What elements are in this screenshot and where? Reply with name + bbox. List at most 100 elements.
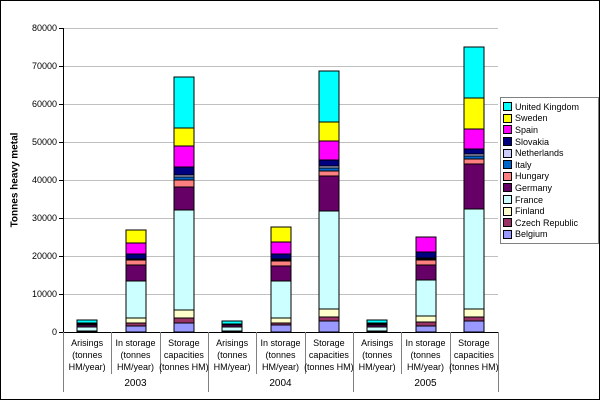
legend-label: Netherlands bbox=[515, 148, 564, 159]
bar-segment-france bbox=[125, 280, 147, 319]
bar-segment-sweden bbox=[463, 97, 485, 130]
category-label: In storage (tonnes HM/year) bbox=[401, 337, 451, 373]
bar-segment-united-kingdom bbox=[463, 46, 485, 99]
category-label: Storage capacities (tonnes HM) bbox=[449, 337, 499, 373]
year-group-label: 2004 bbox=[269, 378, 292, 389]
legend-item: France bbox=[503, 194, 598, 206]
y-tick-label: 30000 bbox=[31, 213, 57, 223]
category-label-line: (tonnes bbox=[410, 350, 441, 360]
bar-segment-spain bbox=[173, 145, 195, 168]
category-label-line: (tonnes bbox=[265, 350, 296, 360]
bar-segment-slovakia bbox=[463, 148, 485, 155]
legend-item: Sweden bbox=[503, 113, 598, 125]
bar-segment-germany bbox=[270, 265, 292, 282]
y-tick-label: 50000 bbox=[31, 137, 57, 147]
bar-segment-germany bbox=[415, 264, 437, 281]
bar-segment-finland bbox=[463, 308, 485, 318]
category-label-line: (tonnes HM) bbox=[304, 362, 354, 372]
category-label-line: (tonnes HM) bbox=[159, 362, 209, 372]
bar-segment-belgium bbox=[125, 325, 147, 333]
legend-swatch-icon bbox=[503, 160, 512, 170]
bar-segment-france bbox=[366, 326, 388, 332]
legend-swatch-icon bbox=[503, 183, 512, 193]
category-label-line: HM/year) bbox=[68, 362, 106, 372]
legend-swatch-icon bbox=[503, 195, 512, 205]
y-tick-label: 10000 bbox=[31, 289, 57, 299]
category-label-line: (tonnes bbox=[217, 350, 248, 360]
legend-label: Sweden bbox=[515, 113, 548, 124]
legend-swatch-icon bbox=[503, 171, 512, 181]
bar-segment-united-kingdom bbox=[173, 76, 195, 129]
bar-segment-hungary bbox=[318, 170, 340, 177]
bar-segment-slovakia bbox=[318, 159, 340, 167]
bar-segment-sweden bbox=[270, 226, 292, 243]
category-label-line: HM/year) bbox=[116, 362, 154, 372]
category-label-line: HM/year) bbox=[213, 362, 251, 372]
bar-segment-sweden bbox=[173, 127, 195, 147]
category-label-line: Arisings bbox=[216, 338, 249, 348]
y-tick-label: 0 bbox=[51, 327, 57, 337]
bar-segment-belgium bbox=[415, 325, 437, 333]
category-label-line: In storage bbox=[115, 338, 156, 348]
legend-label: Czech Republic bbox=[515, 217, 579, 228]
bar-segment-hungary bbox=[463, 158, 485, 165]
category-label-line: (tonnes bbox=[120, 350, 151, 360]
bar-segment-finland bbox=[318, 308, 340, 318]
year-group-label: 2005 bbox=[414, 378, 437, 389]
y-tick-label: 20000 bbox=[31, 251, 57, 261]
bar-segment-finland bbox=[173, 309, 195, 319]
category-label-line: In storage bbox=[260, 338, 301, 348]
category-label-line: capacities bbox=[308, 350, 349, 360]
legend-item: Italy bbox=[503, 159, 598, 171]
category-label-line: (tonnes bbox=[72, 350, 103, 360]
bar-segment-germany bbox=[318, 175, 340, 212]
category-label-line: Arisings bbox=[71, 338, 104, 348]
category-label: Arisings (tonnes HM/year) bbox=[62, 337, 112, 373]
y-tick-label: 60000 bbox=[31, 99, 57, 109]
bar-segment-france bbox=[173, 209, 195, 311]
category-label-line: Arisings bbox=[361, 338, 394, 348]
year-group-label: 2003 bbox=[124, 378, 147, 389]
legend-item: Spain bbox=[503, 124, 598, 136]
bar-segment-czech-republic bbox=[415, 321, 437, 327]
legend-swatch-icon bbox=[503, 102, 512, 112]
category-label-line: Storage bbox=[168, 338, 200, 348]
bar-segment-france bbox=[415, 279, 437, 317]
bar-segment-germany bbox=[173, 186, 195, 211]
bar-segment-france bbox=[318, 210, 340, 310]
legend-label: Hungary bbox=[515, 171, 550, 182]
bar-segment-spain bbox=[318, 140, 340, 161]
legend-item: Netherlands bbox=[503, 147, 598, 159]
category-label-line: HM/year) bbox=[406, 362, 444, 372]
category-label-line: (tonnes HM) bbox=[449, 362, 499, 372]
legend-label: Spain bbox=[515, 124, 539, 135]
bar-segment-germany bbox=[125, 264, 147, 282]
category-label-line: HM/year) bbox=[358, 362, 396, 372]
legend-swatch-icon bbox=[503, 218, 512, 228]
bar-segment-hungary bbox=[125, 259, 147, 266]
bar-segment-slovakia bbox=[125, 253, 147, 260]
bar-segment-hungary bbox=[270, 260, 292, 267]
bar-segment-united-kingdom bbox=[318, 70, 340, 123]
legend-swatch-icon bbox=[503, 148, 512, 158]
category-label-line: capacities bbox=[163, 350, 204, 360]
bar-segment-belgium bbox=[270, 324, 292, 333]
bar-segment-czech-republic bbox=[173, 317, 195, 324]
bar-segment-spain bbox=[270, 241, 292, 255]
legend-label: Belgium bbox=[515, 229, 548, 240]
legend-swatch-icon bbox=[503, 229, 512, 239]
bar-segment-finland bbox=[415, 315, 437, 323]
legend-label: Finland bbox=[515, 206, 545, 217]
bar-segment-belgium bbox=[173, 322, 195, 333]
legend-swatch-icon bbox=[503, 113, 512, 123]
legend-swatch-icon bbox=[503, 125, 512, 135]
legend-item: Belgium bbox=[503, 229, 598, 241]
category-label-line: capacities bbox=[453, 350, 494, 360]
legend-item: Finland bbox=[503, 205, 598, 217]
bar-segment-france bbox=[221, 326, 243, 332]
legend-label: United Kingdom bbox=[515, 101, 580, 112]
bar-segment-slovakia bbox=[173, 166, 195, 176]
category-label-line: (tonnes bbox=[362, 350, 393, 360]
legend-item: Hungary bbox=[503, 171, 598, 183]
